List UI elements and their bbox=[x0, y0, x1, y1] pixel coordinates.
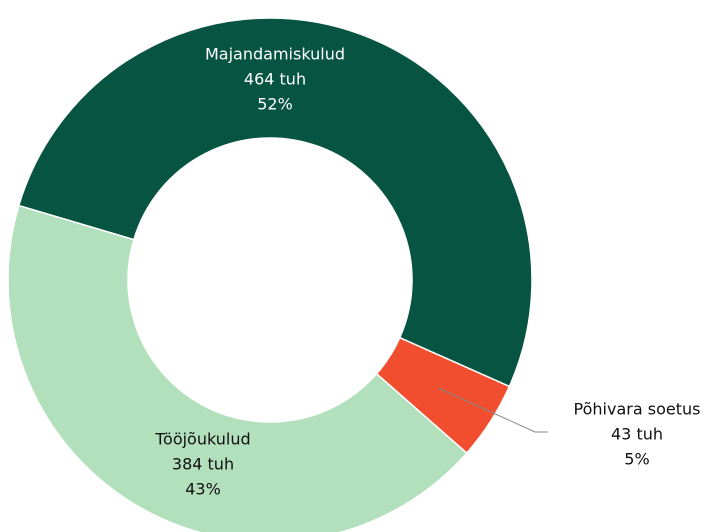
leader-line bbox=[437, 387, 548, 433]
slice-label: Põhivara soetus bbox=[574, 400, 701, 419]
slice-label: Majandamiskulud bbox=[205, 45, 345, 64]
slice-value-label: 464 tuh bbox=[244, 70, 306, 89]
slice-percent-label: 52% bbox=[257, 95, 293, 114]
slice-value-label: 384 tuh bbox=[172, 455, 234, 474]
donut-segment bbox=[17, 17, 533, 388]
slice-percent-label: 43% bbox=[185, 480, 221, 499]
slice-percent-label: 5% bbox=[624, 450, 649, 469]
slice-value-label: 43 tuh bbox=[611, 425, 663, 444]
slice-label: Tööjõukulud bbox=[154, 430, 250, 449]
donut-segment bbox=[7, 204, 468, 532]
